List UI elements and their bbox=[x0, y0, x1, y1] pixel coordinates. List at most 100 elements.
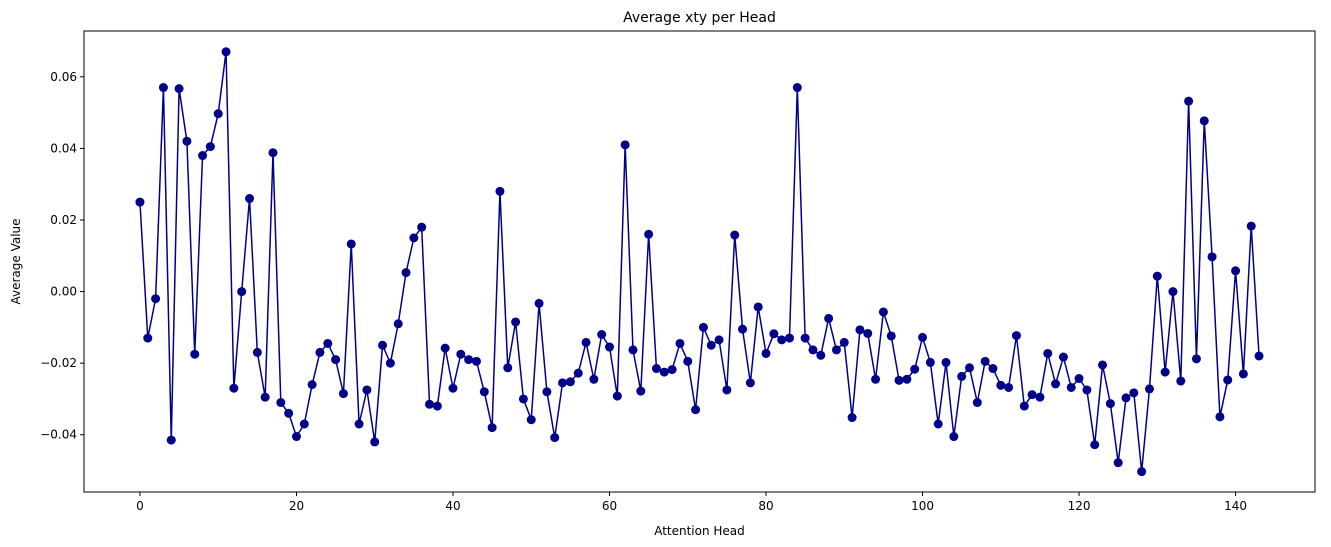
data-point bbox=[738, 325, 747, 334]
data-point bbox=[323, 339, 332, 348]
data-point bbox=[480, 387, 489, 396]
data-point bbox=[816, 351, 825, 360]
data-point bbox=[848, 413, 857, 422]
data-point bbox=[222, 47, 231, 56]
data-point bbox=[996, 381, 1005, 390]
x-tick-label: 20 bbox=[289, 499, 304, 513]
data-point bbox=[417, 223, 426, 232]
data-point bbox=[840, 338, 849, 347]
data-point bbox=[308, 380, 317, 389]
data-point bbox=[378, 341, 387, 350]
data-point bbox=[292, 432, 301, 441]
data-point bbox=[754, 302, 763, 311]
data-point bbox=[1255, 351, 1264, 360]
data-point bbox=[1114, 458, 1123, 467]
data-point bbox=[456, 350, 465, 359]
data-point bbox=[535, 299, 544, 308]
data-point bbox=[981, 357, 990, 366]
data-point bbox=[769, 329, 778, 338]
data-point bbox=[668, 365, 677, 374]
data-point bbox=[362, 385, 371, 394]
x-tick-label: 0 bbox=[136, 499, 144, 513]
data-point bbox=[214, 109, 223, 118]
data-point bbox=[949, 432, 958, 441]
data-point bbox=[1168, 287, 1177, 296]
data-point bbox=[652, 364, 661, 373]
data-point bbox=[1043, 349, 1052, 358]
data-point bbox=[597, 330, 606, 339]
data-point bbox=[1137, 467, 1146, 476]
data-point bbox=[347, 239, 356, 248]
data-point bbox=[1067, 383, 1076, 392]
data-point bbox=[777, 335, 786, 344]
y-tick-label: 0.02 bbox=[50, 213, 77, 227]
data-point bbox=[519, 394, 528, 403]
data-point bbox=[762, 349, 771, 358]
data-point bbox=[409, 233, 418, 242]
data-point bbox=[268, 148, 277, 157]
data-point bbox=[793, 83, 802, 92]
data-point bbox=[801, 334, 810, 343]
data-point bbox=[902, 375, 911, 384]
data-point bbox=[683, 357, 692, 366]
data-point bbox=[386, 359, 395, 368]
data-point bbox=[895, 376, 904, 385]
data-point bbox=[730, 231, 739, 240]
data-point bbox=[582, 338, 591, 347]
data-point bbox=[300, 420, 309, 429]
data-point bbox=[206, 142, 215, 151]
data-point bbox=[1239, 369, 1248, 378]
data-point bbox=[785, 334, 794, 343]
data-point bbox=[425, 400, 434, 409]
data-point bbox=[1129, 388, 1138, 397]
data-point bbox=[910, 365, 919, 374]
data-point bbox=[832, 345, 841, 354]
data-point bbox=[253, 348, 262, 357]
data-point bbox=[558, 378, 567, 387]
data-point bbox=[1176, 377, 1185, 386]
data-point bbox=[527, 415, 536, 424]
data-point bbox=[315, 348, 324, 357]
data-point bbox=[675, 339, 684, 348]
data-point bbox=[605, 343, 614, 352]
data-point bbox=[284, 409, 293, 418]
data-point bbox=[464, 355, 473, 364]
x-tick-label: 60 bbox=[602, 499, 617, 513]
data-point bbox=[746, 378, 755, 387]
data-point bbox=[503, 363, 512, 372]
data-point bbox=[824, 314, 833, 323]
data-point bbox=[621, 140, 630, 149]
data-point bbox=[167, 436, 176, 445]
data-point bbox=[394, 319, 403, 328]
data-point bbox=[550, 433, 559, 442]
data-point bbox=[1051, 379, 1060, 388]
data-point bbox=[566, 377, 575, 386]
data-point bbox=[472, 357, 481, 366]
data-point bbox=[276, 398, 285, 407]
data-point bbox=[589, 375, 598, 384]
y-tick-label: 0.00 bbox=[50, 285, 77, 299]
data-point bbox=[1200, 116, 1209, 125]
data-point bbox=[1192, 354, 1201, 363]
data-point bbox=[339, 389, 348, 398]
data-point bbox=[871, 375, 880, 384]
data-point bbox=[1184, 97, 1193, 106]
data-point bbox=[691, 405, 700, 414]
data-point bbox=[942, 358, 951, 367]
chart-title: Average xty per Head bbox=[623, 10, 776, 26]
data-point bbox=[261, 393, 270, 402]
data-point bbox=[237, 287, 246, 296]
data-point bbox=[1004, 383, 1013, 392]
data-point bbox=[1098, 360, 1107, 369]
data-point bbox=[965, 363, 974, 372]
data-point bbox=[245, 194, 254, 203]
data-point bbox=[863, 329, 872, 338]
y-tick-label: −0.02 bbox=[40, 356, 77, 370]
data-point bbox=[1215, 412, 1224, 421]
x-axis-label: Attention Head bbox=[654, 524, 745, 538]
data-point bbox=[182, 137, 191, 146]
data-point bbox=[879, 307, 888, 316]
data-point bbox=[1075, 374, 1084, 383]
data-point bbox=[175, 84, 184, 93]
